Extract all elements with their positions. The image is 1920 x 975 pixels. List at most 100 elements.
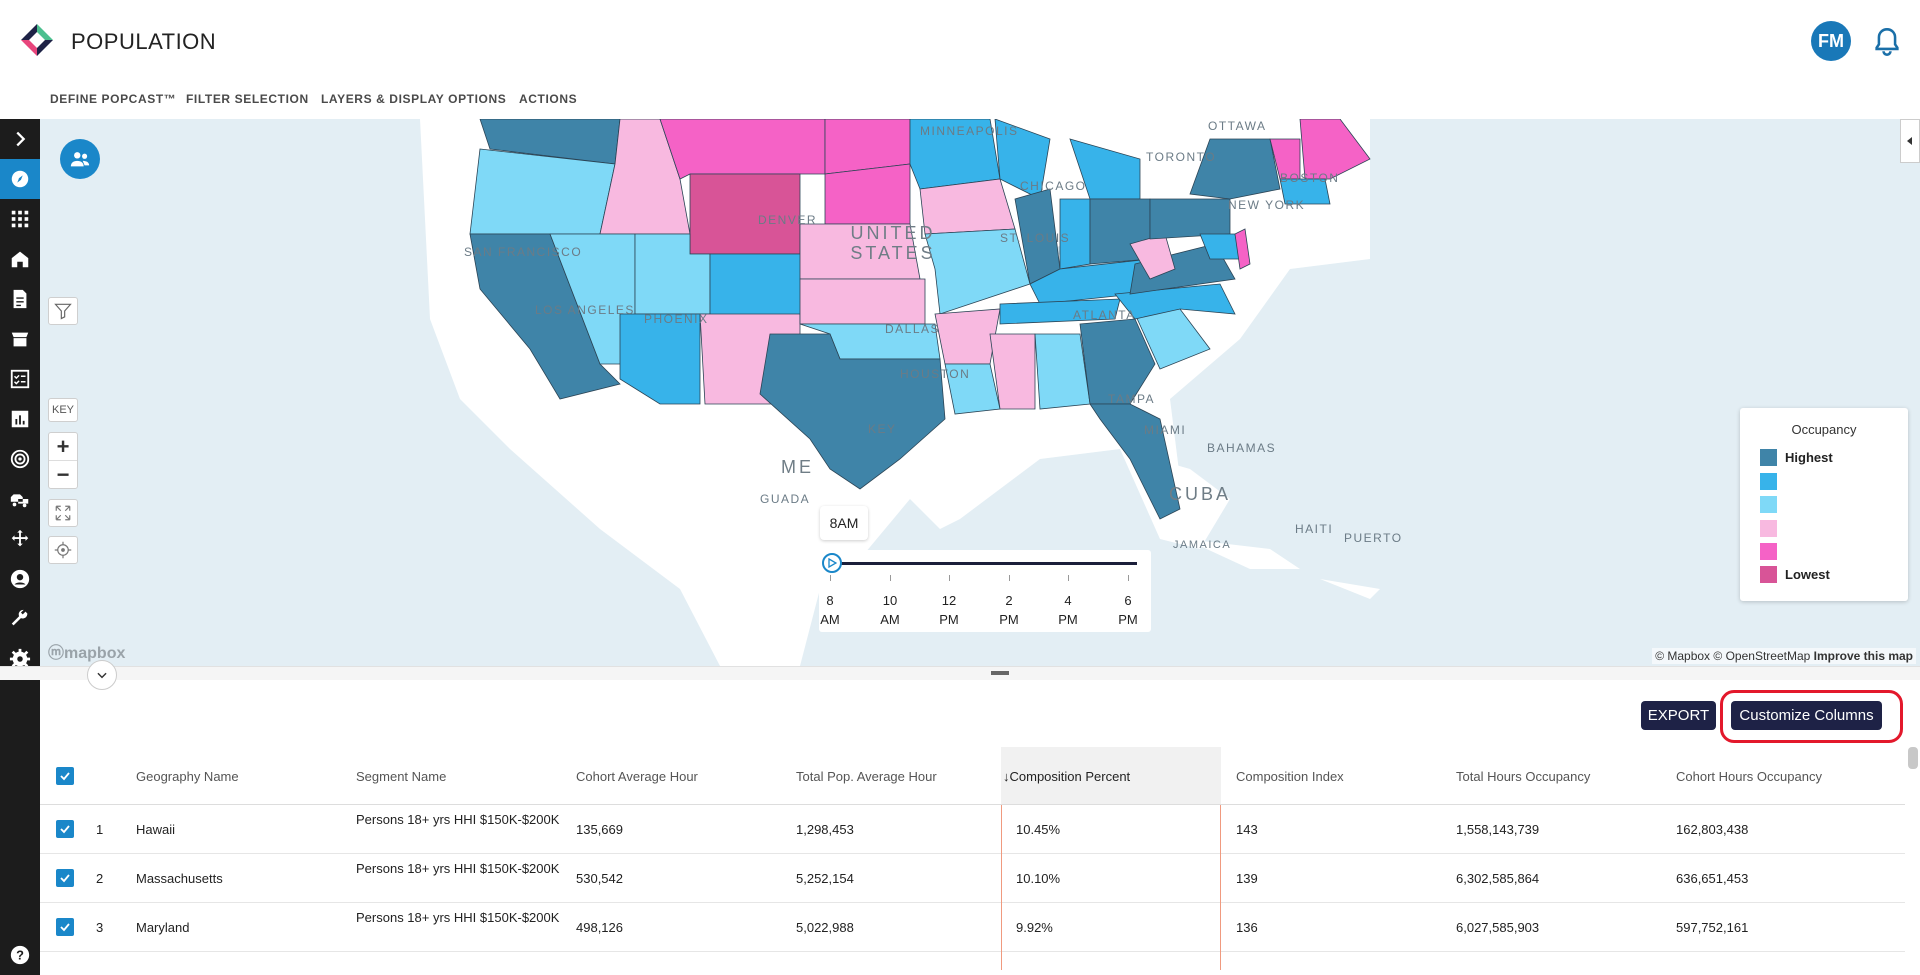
sidebar-item-reports[interactable]	[0, 279, 40, 319]
map-label-chicago: CHICAGO	[1020, 179, 1087, 193]
drag-grip-icon[interactable]	[991, 671, 1009, 675]
sidebar-item-move[interactable]	[0, 519, 40, 559]
col-composition-index[interactable]: Composition Index	[1236, 769, 1344, 784]
help-button[interactable]: ?	[0, 935, 40, 975]
sidebar-item-apps[interactable]	[0, 199, 40, 239]
filter-button[interactable]	[48, 297, 78, 325]
time-tick	[830, 575, 831, 581]
map-canvas[interactable]: OTTAWA TORONTO MINNEAPOLIS CHICAGO BOSTO…	[40, 119, 1920, 666]
nav-actions[interactable]: ACTIONS	[519, 92, 578, 106]
attribution-mapbox[interactable]: © Mapbox	[1655, 649, 1711, 663]
compass-icon	[11, 170, 29, 188]
state-south-dakota	[824, 163, 911, 225]
cell-composition-percent: 10.10%	[1016, 871, 1061, 886]
table-row[interactable]: 3 Maryland Persons 18+ yrs HHI $150K-$20…	[40, 903, 1905, 952]
sorted-column-border-left	[1001, 805, 1002, 970]
cell-geography: Hawaii	[136, 822, 176, 837]
col-cohort-average-hour[interactable]: Cohort Average Hour	[576, 769, 698, 784]
map-label-minneapolis: MINNEAPOLIS	[920, 124, 1019, 138]
user-avatar[interactable]: FM	[1811, 21, 1851, 61]
time-slider-track[interactable]	[837, 562, 1137, 565]
mapbox-logo: ⓜmapbox	[48, 645, 126, 662]
sidebar-item-mobility[interactable]	[0, 479, 40, 519]
col-composition-percent[interactable]: ↓Composition Percent	[1003, 769, 1131, 784]
svg-text:?: ?	[16, 948, 24, 963]
zoom-in-button[interactable]: +	[49, 433, 77, 461]
cell-composition-index: 136	[1236, 920, 1258, 935]
table-scrollbar[interactable]	[1908, 747, 1918, 769]
fullscreen-button[interactable]	[48, 499, 78, 527]
col-total-pop-average-hour[interactable]: Total Pop. Average Hour	[796, 769, 937, 784]
row-checkbox[interactable]	[56, 869, 74, 887]
check-icon	[60, 772, 70, 781]
export-button[interactable]: EXPORT	[1641, 701, 1716, 730]
col-geography-name[interactable]: Geography Name	[136, 769, 239, 784]
time-tick-label[interactable]: 6 PM	[1118, 593, 1138, 627]
nav-define-popcast[interactable]: DEFINE POPCAST™	[50, 92, 177, 106]
time-play-button[interactable]	[822, 553, 842, 573]
sidebar-item-tools[interactable]	[0, 599, 40, 639]
col-total-hours-occupancy[interactable]: Total Hours Occupancy	[1456, 769, 1591, 784]
user-icon	[10, 569, 30, 589]
time-tick-label[interactable]: 4 PM	[1058, 593, 1078, 627]
time-tick-label[interactable]: 10 AM	[880, 593, 900, 627]
map-label-united-states: UNITED STATES	[850, 223, 936, 263]
panel-resize-handle[interactable]	[0, 666, 1920, 680]
sidebar-item-stores[interactable]	[0, 319, 40, 359]
app-header: POPULATION FM	[0, 0, 1920, 82]
legend-swatch	[1760, 565, 1777, 583]
map-label-boston: BOSTON	[1280, 171, 1340, 185]
time-tick-label[interactable]: 8 AM	[820, 593, 840, 627]
sidebar-item-analytics[interactable]	[0, 399, 40, 439]
sidebar-item-checklist[interactable]	[0, 359, 40, 399]
state-colorado	[709, 253, 816, 325]
occupancy-legend: Occupancy Highest Lowest	[1740, 408, 1908, 601]
row-number: 2	[96, 871, 104, 886]
nav-layers-display[interactable]: LAYERS & DISPLAY OPTIONS	[321, 92, 507, 106]
legend-item	[1760, 519, 1785, 537]
locate-button[interactable]	[48, 536, 78, 564]
cell-composition-percent: 10.45%	[1016, 822, 1061, 837]
time-tick-label[interactable]: 12 PM	[939, 593, 959, 627]
time-tick-label[interactable]: 2 PM	[999, 593, 1019, 627]
attribution-osm[interactable]: © OpenStreetMap	[1713, 649, 1811, 663]
sidebar-item-home[interactable]	[0, 239, 40, 279]
sidebar-item-explore[interactable]	[0, 159, 40, 199]
select-all-checkbox[interactable]	[56, 767, 74, 785]
sidebar-item-targeting[interactable]	[0, 439, 40, 479]
col-cohort-hours-occupancy[interactable]: Cohort Hours Occupancy	[1676, 769, 1822, 784]
check-icon	[60, 825, 70, 834]
app-logo[interactable]	[19, 22, 55, 58]
row-checkbox[interactable]	[56, 820, 74, 838]
cell-geography: Maryland	[136, 920, 190, 935]
population-layer-button[interactable]	[60, 139, 100, 179]
state-montana	[659, 119, 826, 180]
map-label-tampa: TAMPA	[1108, 392, 1156, 406]
cell-segment: Persons 18+ yrs HHI $150K-$200K	[356, 861, 560, 876]
customize-columns-button[interactable]: Customize Columns	[1731, 701, 1882, 730]
map-attribution: © Mapbox © OpenStreetMap Improve this ma…	[1652, 648, 1916, 664]
nav-filter-selection[interactable]: FILTER SELECTION	[186, 92, 309, 106]
collapse-map-button[interactable]	[87, 660, 117, 690]
map-label-phoenix: PHOENIX	[644, 312, 709, 326]
map-label-dallas: DALLAS	[885, 322, 941, 336]
map-label-st-louis: ST. LOUIS	[1000, 231, 1071, 245]
cell-cohort-hours-occupancy: 636,651,453	[1676, 871, 1749, 886]
collapse-right-panel-button[interactable]	[1900, 119, 1920, 163]
map-label-haiti: HAITI	[1295, 522, 1334, 536]
zoom-out-button[interactable]: −	[56, 462, 70, 487]
table-row[interactable]: 2 Massachusetts Persons 18+ yrs HHI $150…	[40, 854, 1905, 903]
key-button[interactable]: KEY	[48, 398, 78, 422]
expand-sidebar-button[interactable]	[0, 119, 40, 159]
time-tick	[949, 575, 950, 581]
legend-item	[1760, 472, 1785, 490]
sort-desc-icon: ↓	[1003, 769, 1010, 784]
table-row[interactable]: 1 Hawaii Persons 18+ yrs HHI $150K-$200K…	[40, 805, 1905, 854]
bell-icon[interactable]	[1873, 27, 1901, 57]
col-segment-name[interactable]: Segment Name	[356, 769, 447, 784]
improve-map-link[interactable]: Improve this map	[1813, 649, 1913, 663]
expand-icon	[55, 505, 71, 521]
sidebar-item-account[interactable]	[0, 559, 40, 599]
report-icon	[13, 289, 27, 309]
row-checkbox[interactable]	[56, 918, 74, 936]
